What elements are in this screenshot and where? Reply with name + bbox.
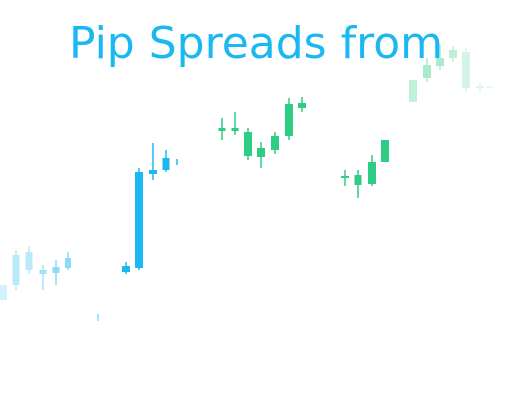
candle (218, 118, 226, 140)
candle (25, 246, 33, 274)
candle (341, 170, 349, 186)
candle (423, 58, 431, 82)
candle (257, 142, 265, 168)
candle (122, 262, 130, 274)
candle (39, 265, 47, 290)
candle (449, 46, 457, 62)
candle (368, 155, 376, 186)
candle (271, 132, 279, 154)
title: Pip Spreads from (69, 18, 443, 69)
candle (486, 86, 493, 88)
candle (12, 250, 20, 290)
candle (298, 97, 306, 112)
blue-candles (0, 143, 178, 321)
candle (436, 44, 444, 70)
candle (354, 170, 362, 198)
candle (409, 80, 417, 102)
candle (135, 168, 143, 270)
candle (149, 143, 157, 180)
candle (476, 82, 484, 92)
candle (52, 260, 60, 285)
candle (285, 98, 293, 140)
candle (162, 150, 170, 172)
candle (462, 48, 470, 92)
candle (231, 112, 239, 135)
candle (381, 140, 389, 162)
green-candles (218, 44, 493, 198)
candle (65, 252, 71, 270)
candle (244, 128, 252, 160)
candle (0, 285, 7, 300)
